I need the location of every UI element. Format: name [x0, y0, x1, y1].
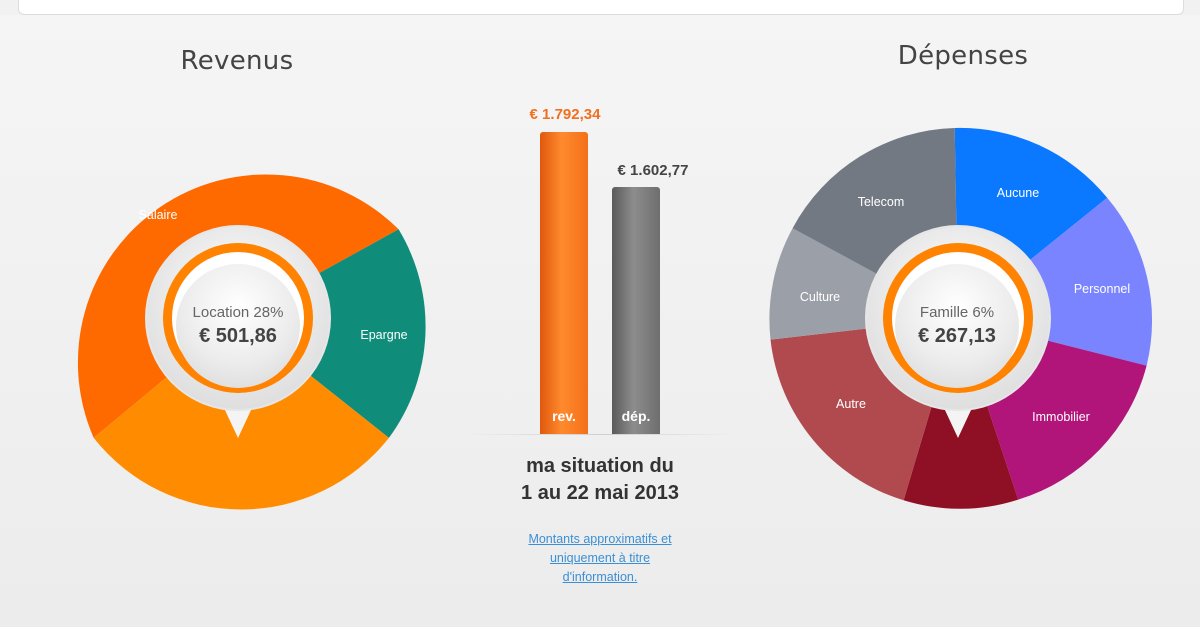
disclaimer-link-line-2[interactable]: uniquement à titre: [549, 551, 651, 565]
bar-baseline: [465, 434, 735, 435]
depenses-center-pin: [944, 408, 972, 438]
revenus-center-amount: € 501,86: [199, 325, 277, 347]
situation-line-1: ma situation du: [526, 455, 674, 477]
disclaimer-link-line-1[interactable]: Montants approximatifs et: [528, 532, 672, 546]
depenses-label-autre: Autre: [836, 397, 866, 411]
depenses-label-culture: Culture: [800, 290, 840, 304]
depenses-center-label: Famille 6%: [919, 304, 995, 321]
revenus-slice-epargne[interactable]: [238, 229, 426, 438]
depenses-center-disc[interactable]: Famille 6% € 267,13: [895, 264, 1019, 388]
depenses-center-amount: € 267,13: [918, 325, 996, 347]
revenue-bar-tag: rev.: [552, 408, 576, 424]
revenus-center-pin: [224, 408, 252, 438]
depenses-label-personnel: Personnel: [1074, 282, 1130, 296]
depenses-title: Dépenses: [897, 41, 1029, 71]
depenses-label-immobilier: Immobilier: [1032, 410, 1090, 424]
depenses-label-telecom: Telecom: [858, 195, 905, 209]
revenue-bar: rev.: [540, 132, 588, 434]
expense-bar-tag: dép.: [621, 408, 651, 424]
revenus-label-salaire: Salaire: [139, 208, 178, 222]
revenus-label-epargne: Epargne: [360, 328, 407, 342]
disclaimer-link-line-3[interactable]: d'information.: [562, 570, 638, 584]
revenue-total-value: € 1.792,34: [529, 106, 601, 123]
revenus-center-label: Location 28%: [192, 304, 284, 321]
depenses-label-aucune: Aucune: [997, 186, 1039, 200]
top-bar: [18, 0, 1184, 15]
expense-total-value: € 1.602,77: [617, 162, 689, 179]
revenus-title: Revenus: [180, 46, 294, 76]
expense-bar: dép.: [612, 187, 660, 434]
revenus-center-disc[interactable]: Location 28% € 501,86: [176, 264, 300, 388]
situation-line-2: 1 au 22 mai 2013: [521, 482, 679, 504]
